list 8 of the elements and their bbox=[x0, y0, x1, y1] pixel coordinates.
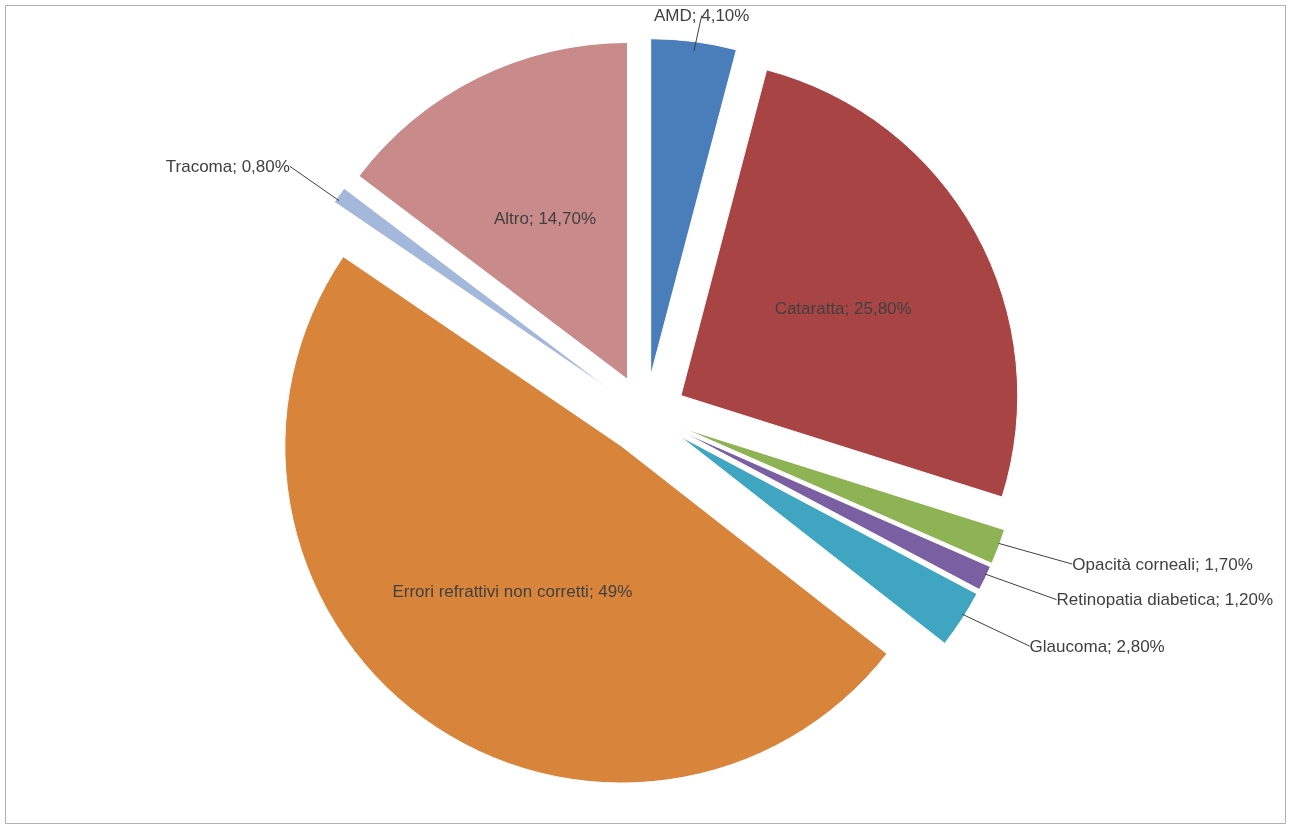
slice-label: Opacità corneali; 1,70% bbox=[1072, 554, 1253, 574]
slice-label: AMD; 4,10% bbox=[653, 6, 750, 26]
slice-label: Retinopatia diabetica; 1,20% bbox=[1056, 590, 1274, 610]
slice-label: Glaucoma; 2,80% bbox=[1029, 636, 1165, 656]
slice-label: Tracoma; 0,80% bbox=[165, 156, 290, 176]
slice-label: Cataratta; 25,80% bbox=[774, 299, 912, 319]
slice-label: Altro; 14,70% bbox=[494, 208, 597, 228]
slice-label: Errori refrattivi non corretti; 49% bbox=[392, 582, 633, 602]
